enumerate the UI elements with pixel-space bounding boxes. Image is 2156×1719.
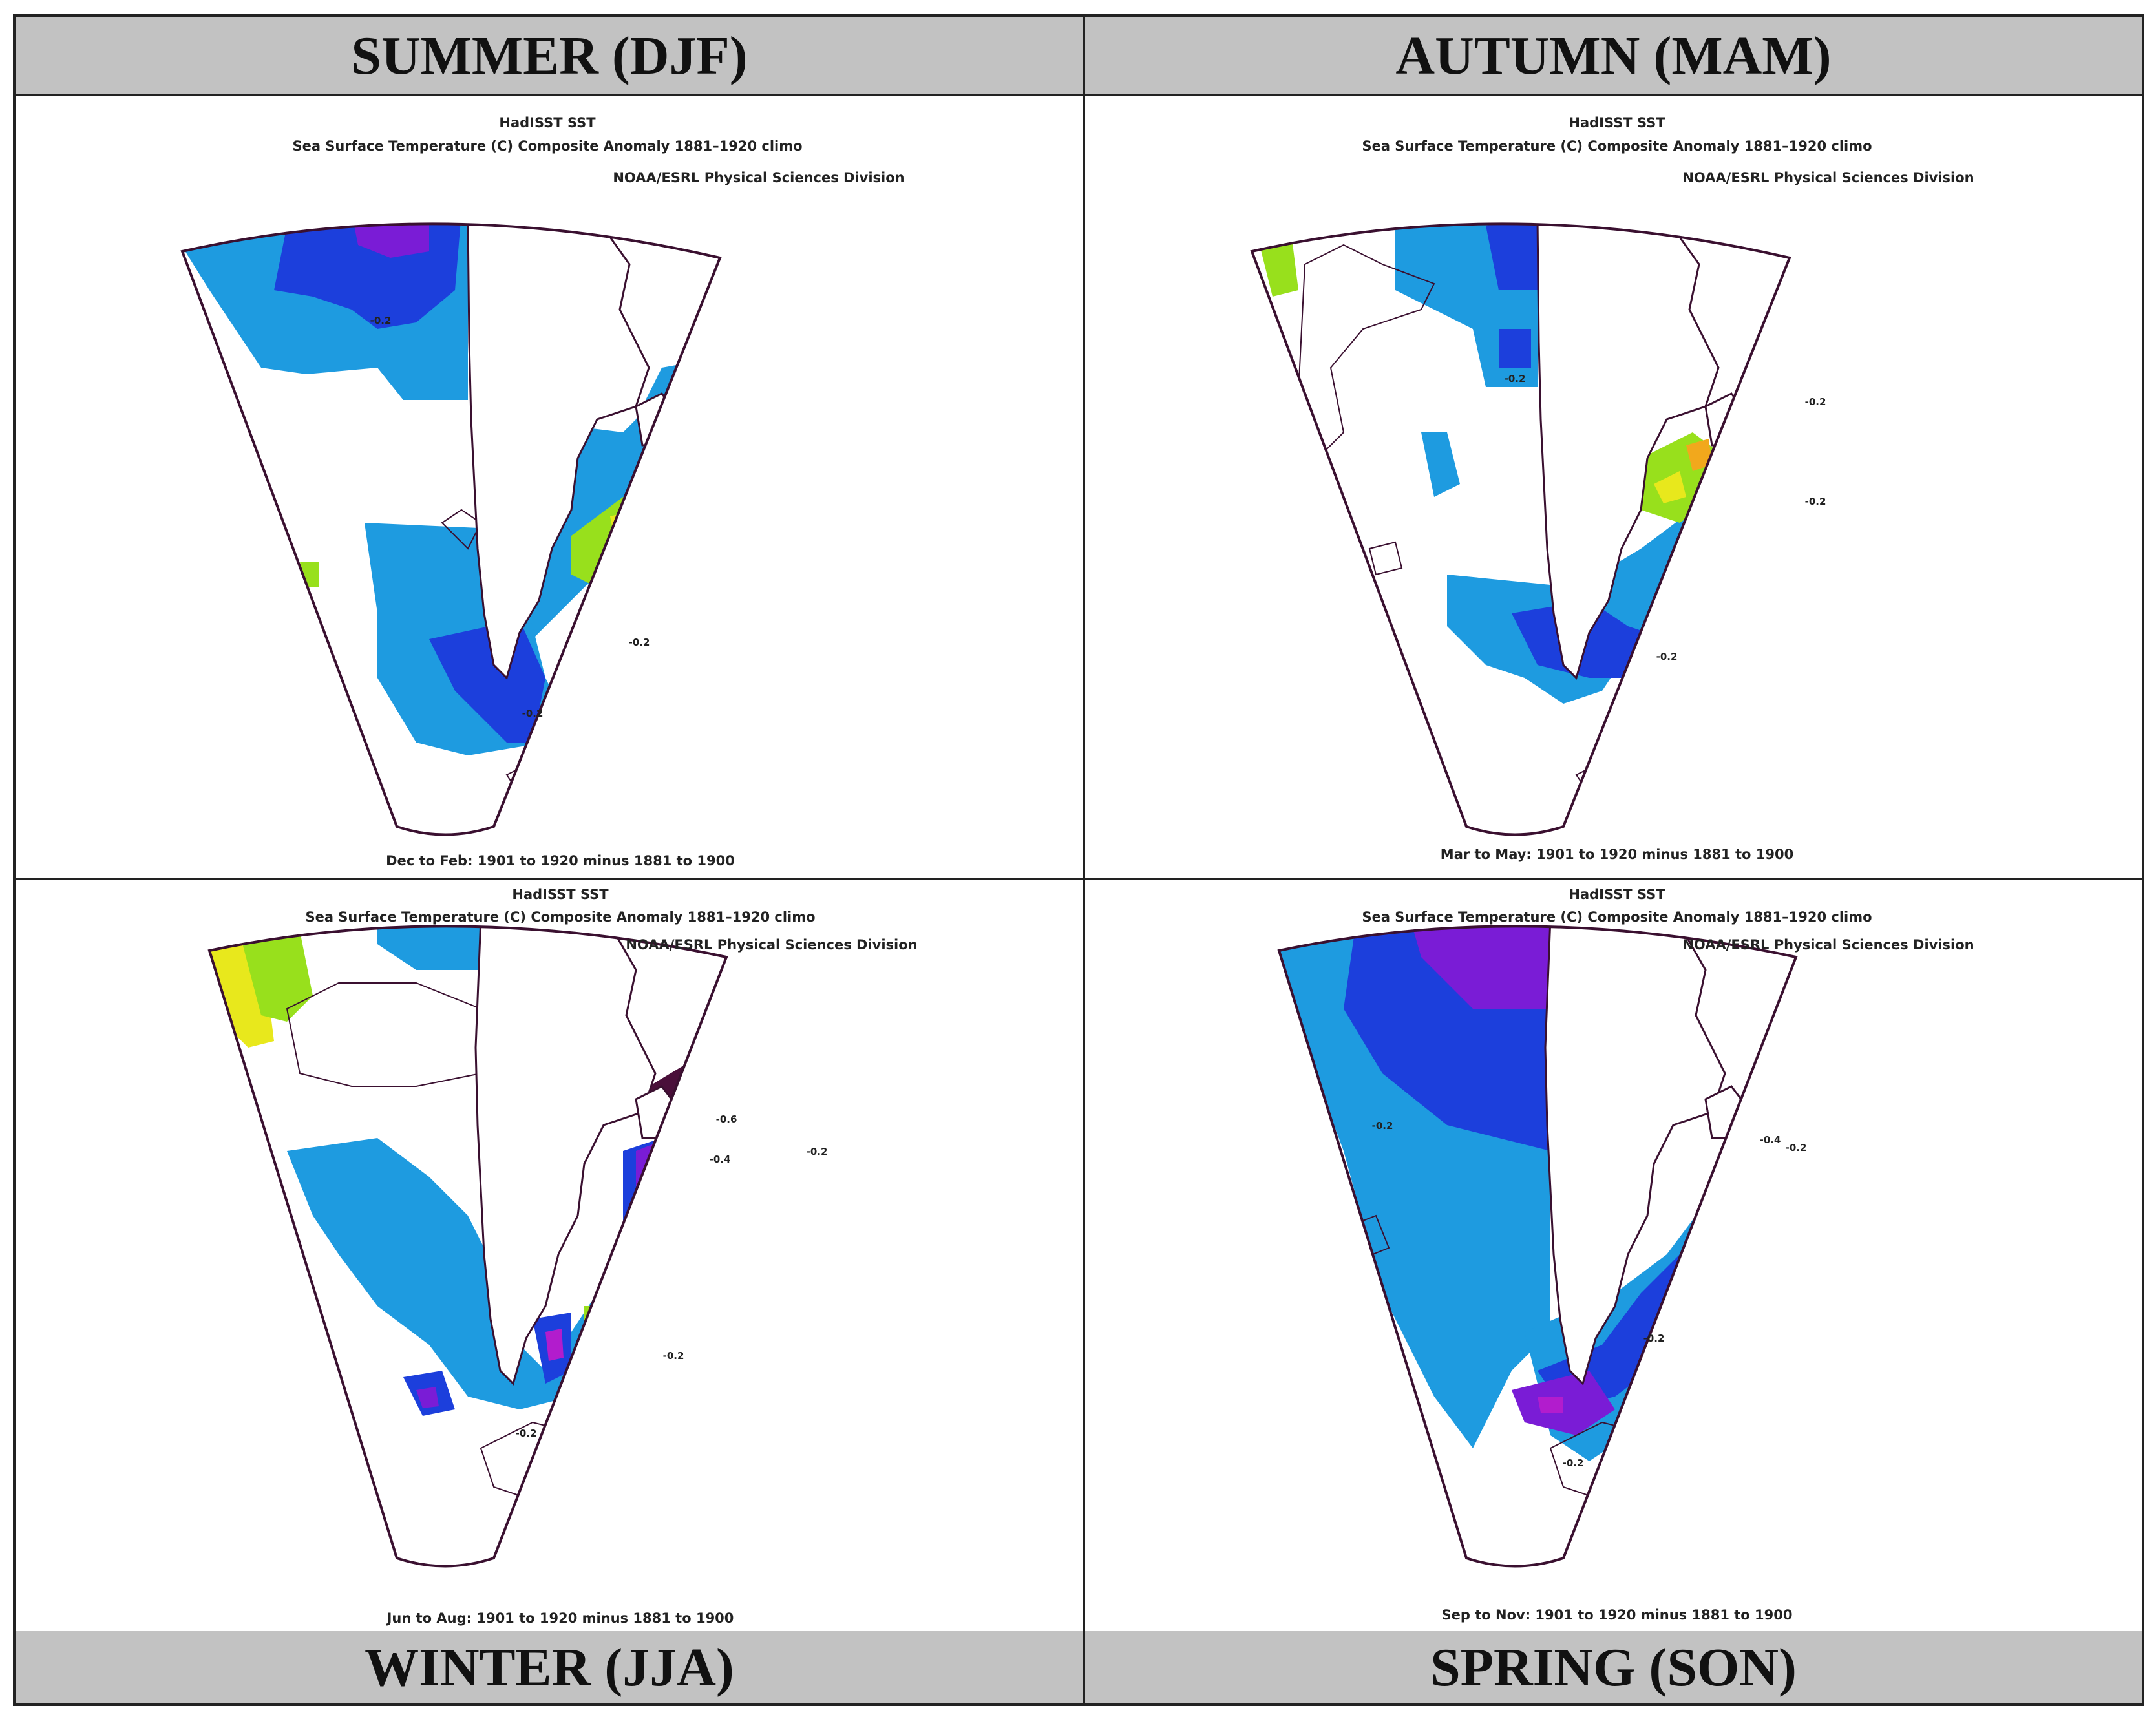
- map-credit: NOAA/ESRL Physical Sciences Division: [1682, 170, 1974, 185]
- anomaly-region-n06: [1408, 926, 1550, 1009]
- anomaly-region-n08: [1893, 261, 1932, 290]
- anomaly-region-p04: [610, 510, 639, 549]
- anomaly-region-p02: [1770, 1274, 1796, 1306]
- contour-line: [693, 445, 720, 485]
- season-header-summer: SUMMER (DJF): [16, 17, 1083, 96]
- coastline-europe: [1854, 251, 2003, 342]
- contour-label: -0.2: [370, 315, 392, 326]
- anomaly-region-n04: [636, 510, 675, 549]
- map-title: Sea Surface Temperature (C) Composite An…: [292, 138, 802, 154]
- map-panel-summer: HadISST SST Sea Surface Temperature (C) …: [16, 96, 1079, 872]
- anomaly-region-n08: [545, 1329, 564, 1361]
- anomaly-region-n10: [1722, 1190, 1748, 1216]
- map-dataset: HadISST SST: [512, 887, 609, 902]
- anomaly-region-n04: [584, 613, 662, 691]
- sst-map-autumn: HadISST SST Sea Surface Temperature (C) …: [1250, 115, 2003, 862]
- map-dataset: HadISST SST: [1569, 887, 1665, 902]
- contour-label: -0.4: [1760, 1134, 1781, 1146]
- coastline-greenland: [1544, 926, 1726, 1386]
- contour-line: [1848, 510, 1951, 626]
- season-grid: SUMMER (DJF) AUTUMN (MAM): [13, 14, 2144, 1706]
- anomaly-region-p02: [713, 1241, 726, 1319]
- contour-line: [1368, 541, 1403, 576]
- contour-label: -0.2: [1505, 373, 1526, 385]
- anomaly-region-n02: [1822, 245, 1977, 355]
- map-frame: [1250, 222, 1791, 836]
- anomaly-region-n06: [1835, 1041, 1886, 1086]
- anomaly-region-n04: [1486, 224, 1538, 290]
- anomaly-region-n10: [1848, 1048, 1870, 1070]
- season-header-spring: SPRING (SON): [1085, 1631, 2142, 1703]
- map-title: Sea Surface Temperature (C) Composite An…: [305, 909, 815, 925]
- anomaly-region-p02: [1906, 607, 1929, 629]
- contour-label: -0.2: [522, 708, 544, 719]
- map-credit: NOAA/ESRL Physical Sciences Division: [1682, 937, 1974, 953]
- anomaly-region-n06: [1861, 245, 1971, 303]
- map-period: Jun to Aug: 1901 to 1920 minus 1881 to 1…: [386, 1610, 734, 1626]
- contour-label: -0.2: [807, 1146, 828, 1157]
- anomaly-region-n04: [1499, 329, 1531, 368]
- anomaly-region-n06: [1706, 1164, 1770, 1241]
- anomaly-region-n08: [1538, 1397, 1563, 1413]
- contour-line: [686, 631, 720, 679]
- anomaly-region-p02: [713, 1351, 726, 1384]
- grid-divider-horizontal: [16, 878, 2142, 880]
- contour-label: -0.2: [1563, 1457, 1584, 1469]
- map-period: Sep to Nov: 1901 to 1920 minus 1881 to 1…: [1442, 1607, 1793, 1623]
- contour-label: -0.6: [716, 1113, 737, 1125]
- map-frame: [180, 222, 722, 836]
- coastline-antarctic-islands: [1575, 748, 1733, 815]
- coastline-europe: [1861, 951, 1990, 1035]
- map-credit: NOAA/ESRL Physical Sciences Division: [613, 170, 904, 185]
- anomaly-region-p04: [1654, 471, 1686, 503]
- grid-divider-vertical: [1083, 17, 1085, 1703]
- coastline-europe: [791, 951, 920, 1035]
- map-title: Sea Surface Temperature (C) Composite An…: [1362, 909, 1872, 925]
- anomaly-region-n02: [1421, 432, 1460, 497]
- contour-label: -0.2: [1643, 1333, 1665, 1344]
- contour-label: -0.2: [1372, 1120, 1393, 1132]
- contour-label: -0.4: [710, 1154, 731, 1165]
- map-period: Mar to May: 1901 to 1920 minus 1881 to 1…: [1441, 847, 1793, 862]
- anomaly-region-n08: [649, 1203, 681, 1267]
- map-dataset: HadISST SST: [499, 115, 596, 131]
- map-period: Dec to Feb: 1901 to 1920 minus 1881 to 1…: [386, 853, 735, 869]
- sst-map-winter: HadISST SST Sea Surface Temperature (C) …: [207, 887, 920, 1626]
- anomaly-region-p02: [242, 931, 313, 1022]
- coastline-greenland: [474, 926, 657, 1386]
- anomaly-region-n04: [429, 620, 545, 743]
- contour-line: [739, 1183, 791, 1241]
- contour-label: -0.2: [1656, 651, 1678, 662]
- coastline-antarctic-islands: [505, 748, 663, 815]
- contour-label: -0.2: [516, 1428, 537, 1439]
- map-title: Sea Surface Temperature (C) Composite An…: [1362, 138, 1872, 154]
- map-credit: NOAA/ESRL Physical Sciences Division: [626, 937, 917, 953]
- coastline-europe: [785, 251, 933, 342]
- map-panel-spring: HadISST SST Sea Surface Temperature (C) …: [1085, 880, 2149, 1655]
- map-frame: [1277, 925, 1798, 1568]
- season-header-autumn: AUTUMN (MAM): [1085, 17, 2142, 96]
- anomaly-region-p06: [1686, 439, 1712, 471]
- anomaly-region-n06: [416, 1387, 439, 1408]
- contour-label: -0.2: [1805, 396, 1826, 408]
- contour-label: -0.2: [1786, 1142, 1807, 1154]
- contour-line: [1743, 1227, 1796, 1333]
- anomaly-region-n06: [1796, 471, 1819, 497]
- contour-label: -0.2: [1805, 496, 1826, 507]
- coastline-greenland: [1536, 224, 1720, 680]
- contour-label: -0.2: [663, 1350, 684, 1362]
- contour-label: -0.2: [629, 637, 650, 648]
- sst-map-spring: HadISST SST Sea Surface Temperature (C) …: [1277, 887, 1990, 1623]
- map-dataset: HadISST SST: [1569, 115, 1665, 131]
- anomaly-region-n04: [1512, 600, 1667, 678]
- anomaly-region-p02: [1260, 238, 1298, 297]
- map-panel-winter: HadISST SST Sea Surface Temperature (C) …: [16, 880, 1079, 1655]
- season-header-winter: WINTER (JJA): [16, 1631, 1083, 1703]
- anomaly-region-n02: [713, 238, 720, 381]
- coastline-greenland: [467, 224, 650, 680]
- sst-map-summer: HadISST SST Sea Surface Temperature (C) …: [180, 115, 933, 869]
- map-frame: [207, 925, 728, 1568]
- map-panel-autumn: HadISST SST Sea Surface Temperature (C) …: [1085, 96, 2149, 872]
